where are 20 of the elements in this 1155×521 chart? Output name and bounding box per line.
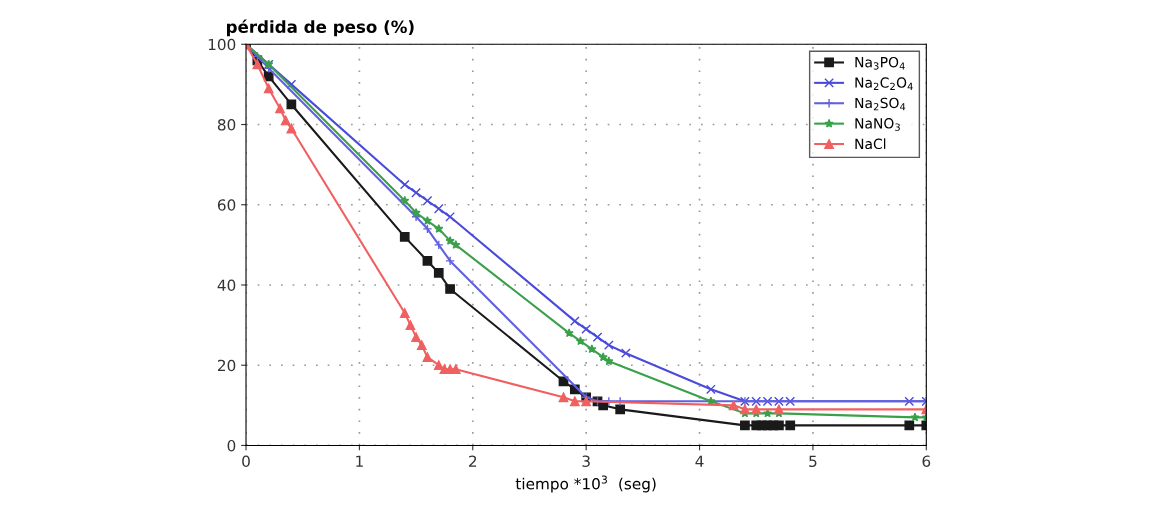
x-tick-label: 4	[695, 455, 704, 467]
y-tick-label: 100	[208, 38, 236, 51]
x-tick-label: 5	[809, 455, 817, 467]
legend-label: NaNO$_{3}$	[855, 118, 900, 131]
y-tick-label: 40	[217, 279, 236, 292]
x-tick-label: 6	[922, 455, 931, 467]
y-tick-label: 80	[217, 118, 236, 131]
x-tick-label: 0	[242, 455, 250, 467]
y-tick-label: 60	[217, 199, 236, 211]
legend-label: Na$_{2}$C$_{2}$O$_{4}$	[855, 77, 913, 90]
x-tick-label: 1	[356, 455, 363, 467]
x-tick-label: 2	[469, 455, 477, 467]
x-axis-title: tiempo *10$^{3}$ (seg)	[515, 475, 656, 493]
x-tick-label: 3	[582, 455, 590, 467]
y-axis-title: pérdida de peso (%)	[227, 19, 414, 37]
legend-label: NaCl	[855, 138, 886, 150]
legend-label: Na$_{2}$SO$_{4}$	[855, 97, 906, 111]
legend-label: Na$_{3}$PO$_{4}$	[855, 56, 905, 70]
y-tick-label: 20	[217, 359, 236, 372]
y-tick-label: 0	[227, 439, 236, 452]
